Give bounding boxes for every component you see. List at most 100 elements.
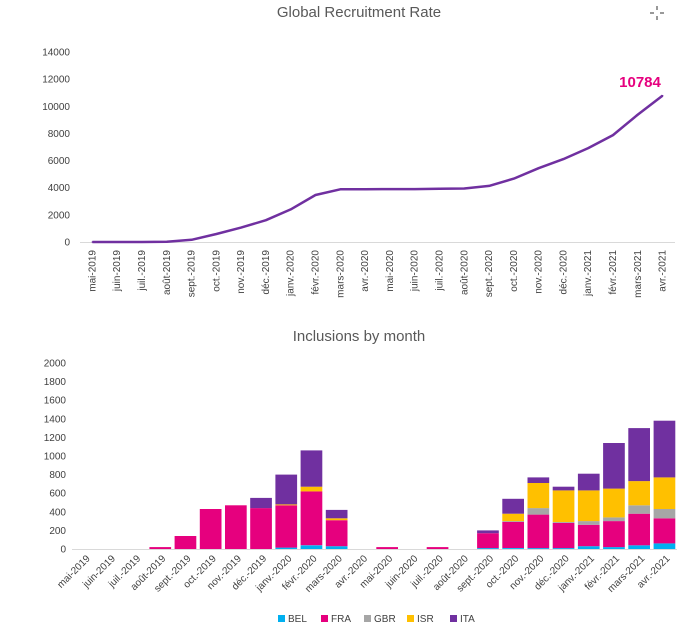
data-point <box>413 188 416 190</box>
last-value-annotation: 10784 <box>619 74 661 91</box>
bar-segment-ita <box>300 450 323 487</box>
bar-segment-isr <box>502 513 524 522</box>
bar-segment-bel <box>325 546 348 549</box>
x-tick-label: mai-2020 <box>385 250 396 292</box>
y-tick-label: 2000 <box>48 210 71 221</box>
x-tick-label: nov.-2020 <box>534 250 545 294</box>
bar-segment-isr <box>628 481 650 506</box>
bar-segment-gbr <box>603 517 625 522</box>
bar-segment-ita <box>325 509 348 519</box>
inclusions-stacked-bar-chart: Inclusions by month 0 200 400 600 800 1000 120… <box>44 328 677 625</box>
y-axis: 0 200 400 600 800 1000 1200 1400 1600 1800 2000 <box>44 359 67 556</box>
x-tick-label: avr.-2021 <box>658 250 669 292</box>
data-point <box>364 188 366 191</box>
plot-area <box>149 420 676 549</box>
bar-segment-bel <box>653 543 676 549</box>
x-tick-label: janv.-2020 <box>286 250 297 297</box>
bar-segment-isr <box>552 490 575 522</box>
legend-label-ita: ITA <box>460 614 475 625</box>
y-tick-label: 4000 <box>48 183 71 194</box>
x-tick-label: déc.-2020 <box>558 250 569 295</box>
x-tick-label: mars-2021 <box>633 250 644 298</box>
bar-segment-ita <box>577 473 600 491</box>
legend-swatch-bel <box>278 615 285 622</box>
y-tick-label: 2000 <box>44 359 67 370</box>
y-axis: 0 2000 4000 6000 8000 10000 12000 14000 <box>42 48 70 249</box>
bar-segment-isr <box>653 477 676 509</box>
bar-segment-fra <box>275 505 298 548</box>
bar-segment-fra <box>527 514 550 549</box>
bar-segment-bel <box>603 547 625 549</box>
bar-segment-ita <box>653 420 676 478</box>
data-point <box>215 233 218 235</box>
data-point <box>91 241 94 243</box>
x-tick-label: sept.-2019 <box>187 250 198 298</box>
x-tick-label: nov.-2019 <box>236 250 247 294</box>
data-point <box>562 158 565 160</box>
bar-segment-isr <box>527 483 550 509</box>
bar-segment-ita <box>502 498 524 514</box>
bar-segment-bel <box>552 548 575 549</box>
y-tick-label: 1400 <box>44 414 67 425</box>
y-tick-label: 600 <box>49 489 66 500</box>
bar-segment-bel <box>275 547 298 549</box>
data-point <box>513 177 515 180</box>
legend-label-fra: FRA <box>331 614 351 625</box>
data-point <box>488 185 490 187</box>
bar-segment-ita <box>552 486 575 491</box>
x-tick-label: janv.-2021 <box>583 250 594 297</box>
data-point <box>537 167 540 169</box>
y-tick-label: 8000 <box>48 129 71 140</box>
bar-segment-gbr <box>628 505 650 514</box>
x-tick-label: oct.-2020 <box>509 250 520 292</box>
data-point <box>612 134 614 136</box>
legend-label-isr: ISR <box>417 614 434 625</box>
bar-segment-fra <box>325 520 348 547</box>
legend: BEL FRA GBR ISR ITA <box>278 614 475 625</box>
y-tick-label: 400 <box>49 507 66 518</box>
bar-segment-fra <box>376 547 398 549</box>
data-point <box>661 94 664 97</box>
legend-swatch-isr <box>407 615 414 622</box>
bar-segment-fra <box>577 524 600 547</box>
x-tick-label: sept.-2020 <box>484 250 495 298</box>
data-point <box>265 219 267 221</box>
data-point <box>314 194 317 196</box>
y-tick-label: 0 <box>64 238 70 249</box>
recruitment-line-chart: Global Recruitment Rate 0 2000 4000 6000 800… <box>42 4 675 298</box>
data-point <box>289 208 292 211</box>
bar-segment-ita <box>250 497 272 509</box>
data-point <box>240 226 242 229</box>
bar-segment-gbr <box>577 521 600 525</box>
y-tick-label: 14000 <box>42 48 70 59</box>
chart-title: Inclusions by month <box>293 328 426 345</box>
x-axis: mai-2019juin-2019juil.-2019août-2019sept… <box>55 549 677 595</box>
x-tick-label: févr.-2020 <box>311 250 322 295</box>
x-tick-label: juil.-2020 <box>434 250 445 292</box>
bar-segment-gbr <box>502 521 524 522</box>
bar-segment-fra <box>250 508 272 549</box>
bar-segment-ita <box>603 443 625 489</box>
legend-swatch-gbr <box>364 615 371 622</box>
bar-segment-ita <box>628 428 650 482</box>
bar-segment-fra <box>628 513 650 546</box>
y-tick-label: 1000 <box>44 452 67 463</box>
bar-segment-fra <box>502 522 524 548</box>
data-point <box>637 113 639 116</box>
x-tick-label: févr.-2021 <box>608 250 619 295</box>
bar-segment-isr <box>603 488 625 518</box>
bar-segment-fra <box>603 521 625 548</box>
bar-segment-fra <box>225 505 247 549</box>
data-point <box>463 187 466 190</box>
y-tick-label: 800 <box>49 470 66 481</box>
bar-segment-fra <box>653 518 676 544</box>
bar-segment-isr <box>300 486 323 492</box>
bar-segment-bel <box>502 548 524 549</box>
x-tick-label: juin-2019 <box>112 250 123 293</box>
bar-segment-isr <box>325 518 348 521</box>
crosshair-move-icon <box>650 6 664 20</box>
x-tick-label: août-2020 <box>459 250 470 295</box>
bar-segment-fra <box>552 523 575 549</box>
